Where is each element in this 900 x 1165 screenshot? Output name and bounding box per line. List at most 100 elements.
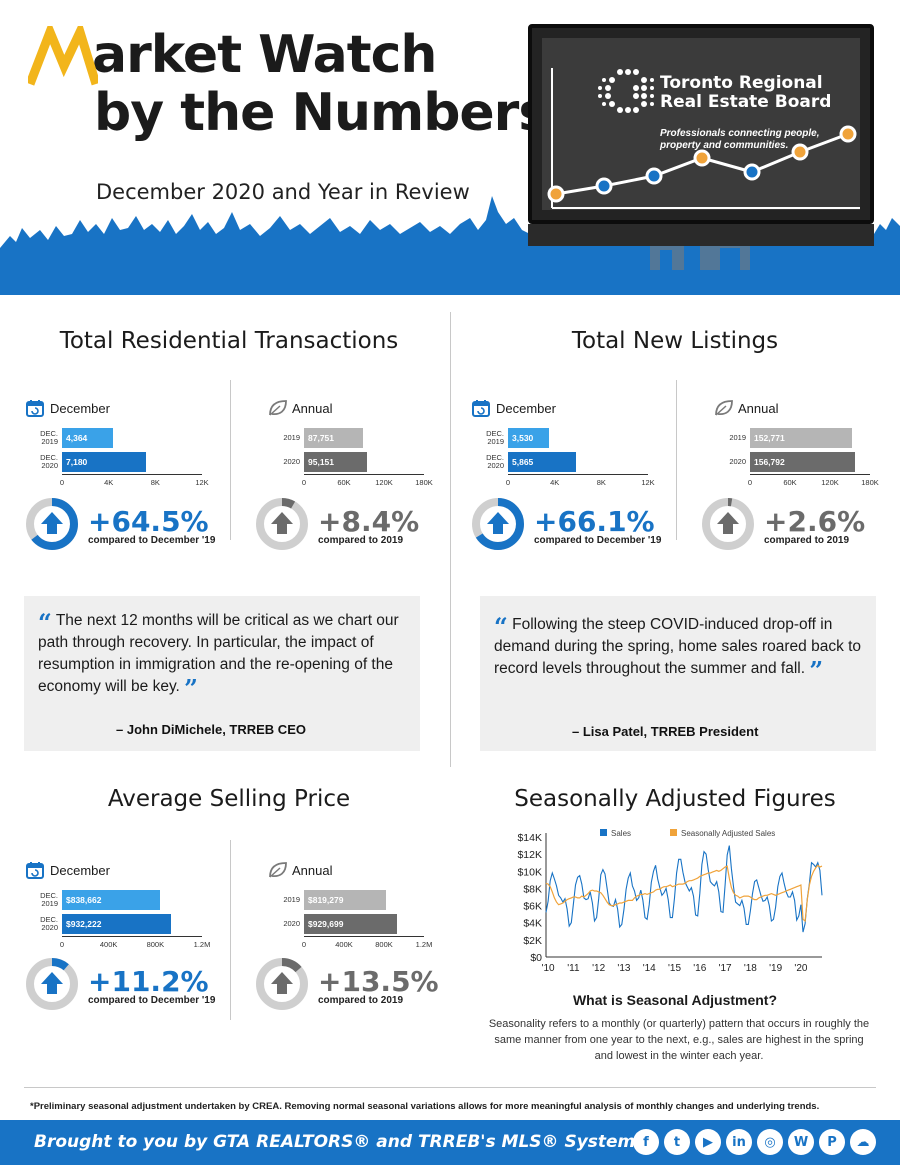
bar-row: DEC. 2019 4,364: [26, 426, 202, 450]
social-links: f t ▶ in ◎ W P ☁: [633, 1129, 876, 1155]
footer-bar: Brought to you by GTA REALTORS® and TRRE…: [0, 1120, 900, 1165]
legend-swatch: [600, 829, 607, 836]
bar-row: DEC. 2019 3,530: [472, 426, 648, 450]
bar: 152,771: [750, 428, 852, 448]
footer-divider: [24, 1087, 876, 1088]
up-arrow-donut-icon: [254, 496, 310, 557]
x-tick-label: '16: [693, 963, 706, 974]
x-axis: 0 60K 120K 180K: [747, 474, 879, 488]
bar: 5,865: [508, 452, 577, 472]
title-line-1: arket Watch: [92, 25, 437, 85]
percent-change: +8.4%: [318, 505, 420, 538]
x-axis: 0 400K 800K 1.2M: [302, 936, 432, 950]
bar-value-label: 3,530: [512, 433, 534, 443]
price-december-panel: December DEC. 2019 $838,662 DEC. 2020 $932,222…: [26, 860, 210, 950]
footer-credit: Brought to you by GTA REALTORS® and TRRE…: [34, 1132, 636, 1152]
bar-row: 2020 $929,699: [268, 912, 424, 936]
close-quote-icon: ”: [809, 656, 824, 685]
board-trend-chart: [547, 68, 860, 209]
percent-change: +13.5%: [318, 965, 439, 998]
axis-tick-label: 400K: [99, 940, 118, 949]
board-tagline: Professionals connecting people, propert…: [660, 128, 820, 151]
title-line-2: by the Numbers: [94, 83, 549, 143]
axis-tick-label: 120K: [375, 478, 393, 487]
column-divider: [450, 312, 451, 767]
legend-swatch: [670, 829, 677, 836]
legend-label: Seasonally Adjusted Sales: [681, 829, 775, 838]
axis-tick-label: 4K: [104, 478, 114, 487]
transactions-annual-panel: Annual 2019 87,751 2020 95,151 0 60K 120K 180K: [268, 398, 433, 488]
calendar-icon: [26, 861, 44, 879]
comparison-label: compared to 2019: [318, 995, 404, 1006]
city-skyline: [0, 196, 900, 295]
instagram-icon[interactable]: ◎: [757, 1129, 783, 1155]
calendar-icon: [26, 399, 44, 417]
axis-tick-label: 4K: [550, 478, 560, 487]
m-logo-icon: [28, 26, 98, 86]
axis-tick-label: 60K: [783, 478, 797, 487]
listings-december-panel: December DEC. 2019 3,530 DEC. 2020 5,865 0 4K 8K 1…: [472, 398, 655, 488]
bar-chart: 2019 87,751 2020 95,151 0 60K 120K 180K: [268, 426, 433, 488]
axis-tick-label: 0: [505, 478, 511, 487]
series-line-seasonally-adjusted-sales: [545, 864, 823, 923]
ceo-quote: “ The next 12 months will be critical as…: [24, 596, 420, 751]
y-tick-label: $6K: [523, 901, 542, 913]
seasonal-explanation: Seasonality refers to a monthly (or quar…: [488, 1018, 870, 1062]
axis-tick-label: 0: [747, 478, 753, 487]
comparison-label: compared to December '19: [88, 995, 216, 1006]
x-axis: 0 60K 120K 180K: [302, 474, 433, 488]
price-title: Average Selling Price: [107, 786, 351, 812]
pinterest-icon[interactable]: P: [819, 1129, 845, 1155]
soundcloud-icon[interactable]: ☁: [850, 1129, 876, 1155]
comparison-label: compared to 2019: [764, 535, 850, 546]
comparison-label: compared to 2019: [318, 535, 404, 546]
legend-label: Sales: [611, 829, 631, 838]
main-title: arket Watch by the Numbers: [28, 25, 549, 143]
axis-tick-label: 800K: [375, 940, 393, 949]
bar: 7,180: [62, 452, 146, 472]
x-tick-label: '11: [567, 963, 580, 974]
linkedin-icon[interactable]: in: [726, 1129, 752, 1155]
bar-row: DEC. 2019 $838,662: [26, 888, 202, 912]
board-name: Toronto Regional Real Estate Board: [660, 73, 832, 112]
wordpress-icon[interactable]: W: [788, 1129, 814, 1155]
price-annual-panel: Annual 2019 $819,279 2020 $929,699 0 400K 800K 1…: [268, 860, 432, 950]
y-tick-label: $4K: [523, 918, 542, 930]
open-quote-icon: “: [494, 612, 508, 641]
panel-label: Annual: [292, 862, 333, 878]
x-axis: 0 4K 8K 12K: [60, 474, 209, 488]
x-tick-label: '12: [592, 963, 605, 974]
bar-category-label: DEC. 2020: [40, 915, 58, 932]
panel-label: Annual: [738, 400, 779, 416]
x-tick-label: '14: [643, 963, 656, 974]
ceo-quote-text: The next 12 months will be critical as w…: [38, 612, 399, 695]
bar-value-label: 156,792: [754, 457, 785, 467]
axis-tick-label: 400K: [335, 940, 353, 949]
bar-value-label: 7,180: [66, 457, 88, 467]
bar-value-label: 95,151: [308, 457, 334, 467]
transactions-december-change: +64.5% compared to December '19: [24, 496, 215, 557]
transactions-title: Total Residential Transactions: [59, 328, 399, 354]
transactions-annual-change: +8.4% compared to 2019: [254, 496, 419, 557]
bar-value-label: $819,279: [308, 895, 344, 905]
bar-value-label: $932,222: [66, 919, 102, 929]
x-tick-label: '18: [744, 963, 757, 974]
bar-row: 2019 152,771: [714, 426, 870, 450]
bar-category-label: DEC. 2019: [486, 429, 504, 446]
bar-row: 2020 156,792: [714, 450, 870, 474]
up-arrow-donut-icon: [700, 496, 756, 557]
bar-value-label: 87,751: [308, 433, 334, 443]
axis-tick-label: 12K: [641, 478, 655, 487]
facebook-icon[interactable]: f: [633, 1129, 659, 1155]
price-annual-change: +13.5% compared to 2019: [254, 956, 439, 1017]
x-tick-label: '19: [769, 963, 782, 974]
president-quote-text: Following the steep COVID-induced drop-o…: [494, 616, 862, 677]
bar-category-label: 2020: [283, 919, 300, 928]
x-tick-label: '10: [542, 963, 555, 974]
comparison-label: compared to December '19: [88, 535, 216, 546]
bar-value-label: $929,699: [308, 919, 344, 929]
youtube-icon[interactable]: ▶: [695, 1129, 721, 1155]
leaf-icon: [268, 399, 287, 417]
twitter-icon[interactable]: t: [664, 1129, 690, 1155]
x-tick-label: '13: [617, 963, 630, 974]
